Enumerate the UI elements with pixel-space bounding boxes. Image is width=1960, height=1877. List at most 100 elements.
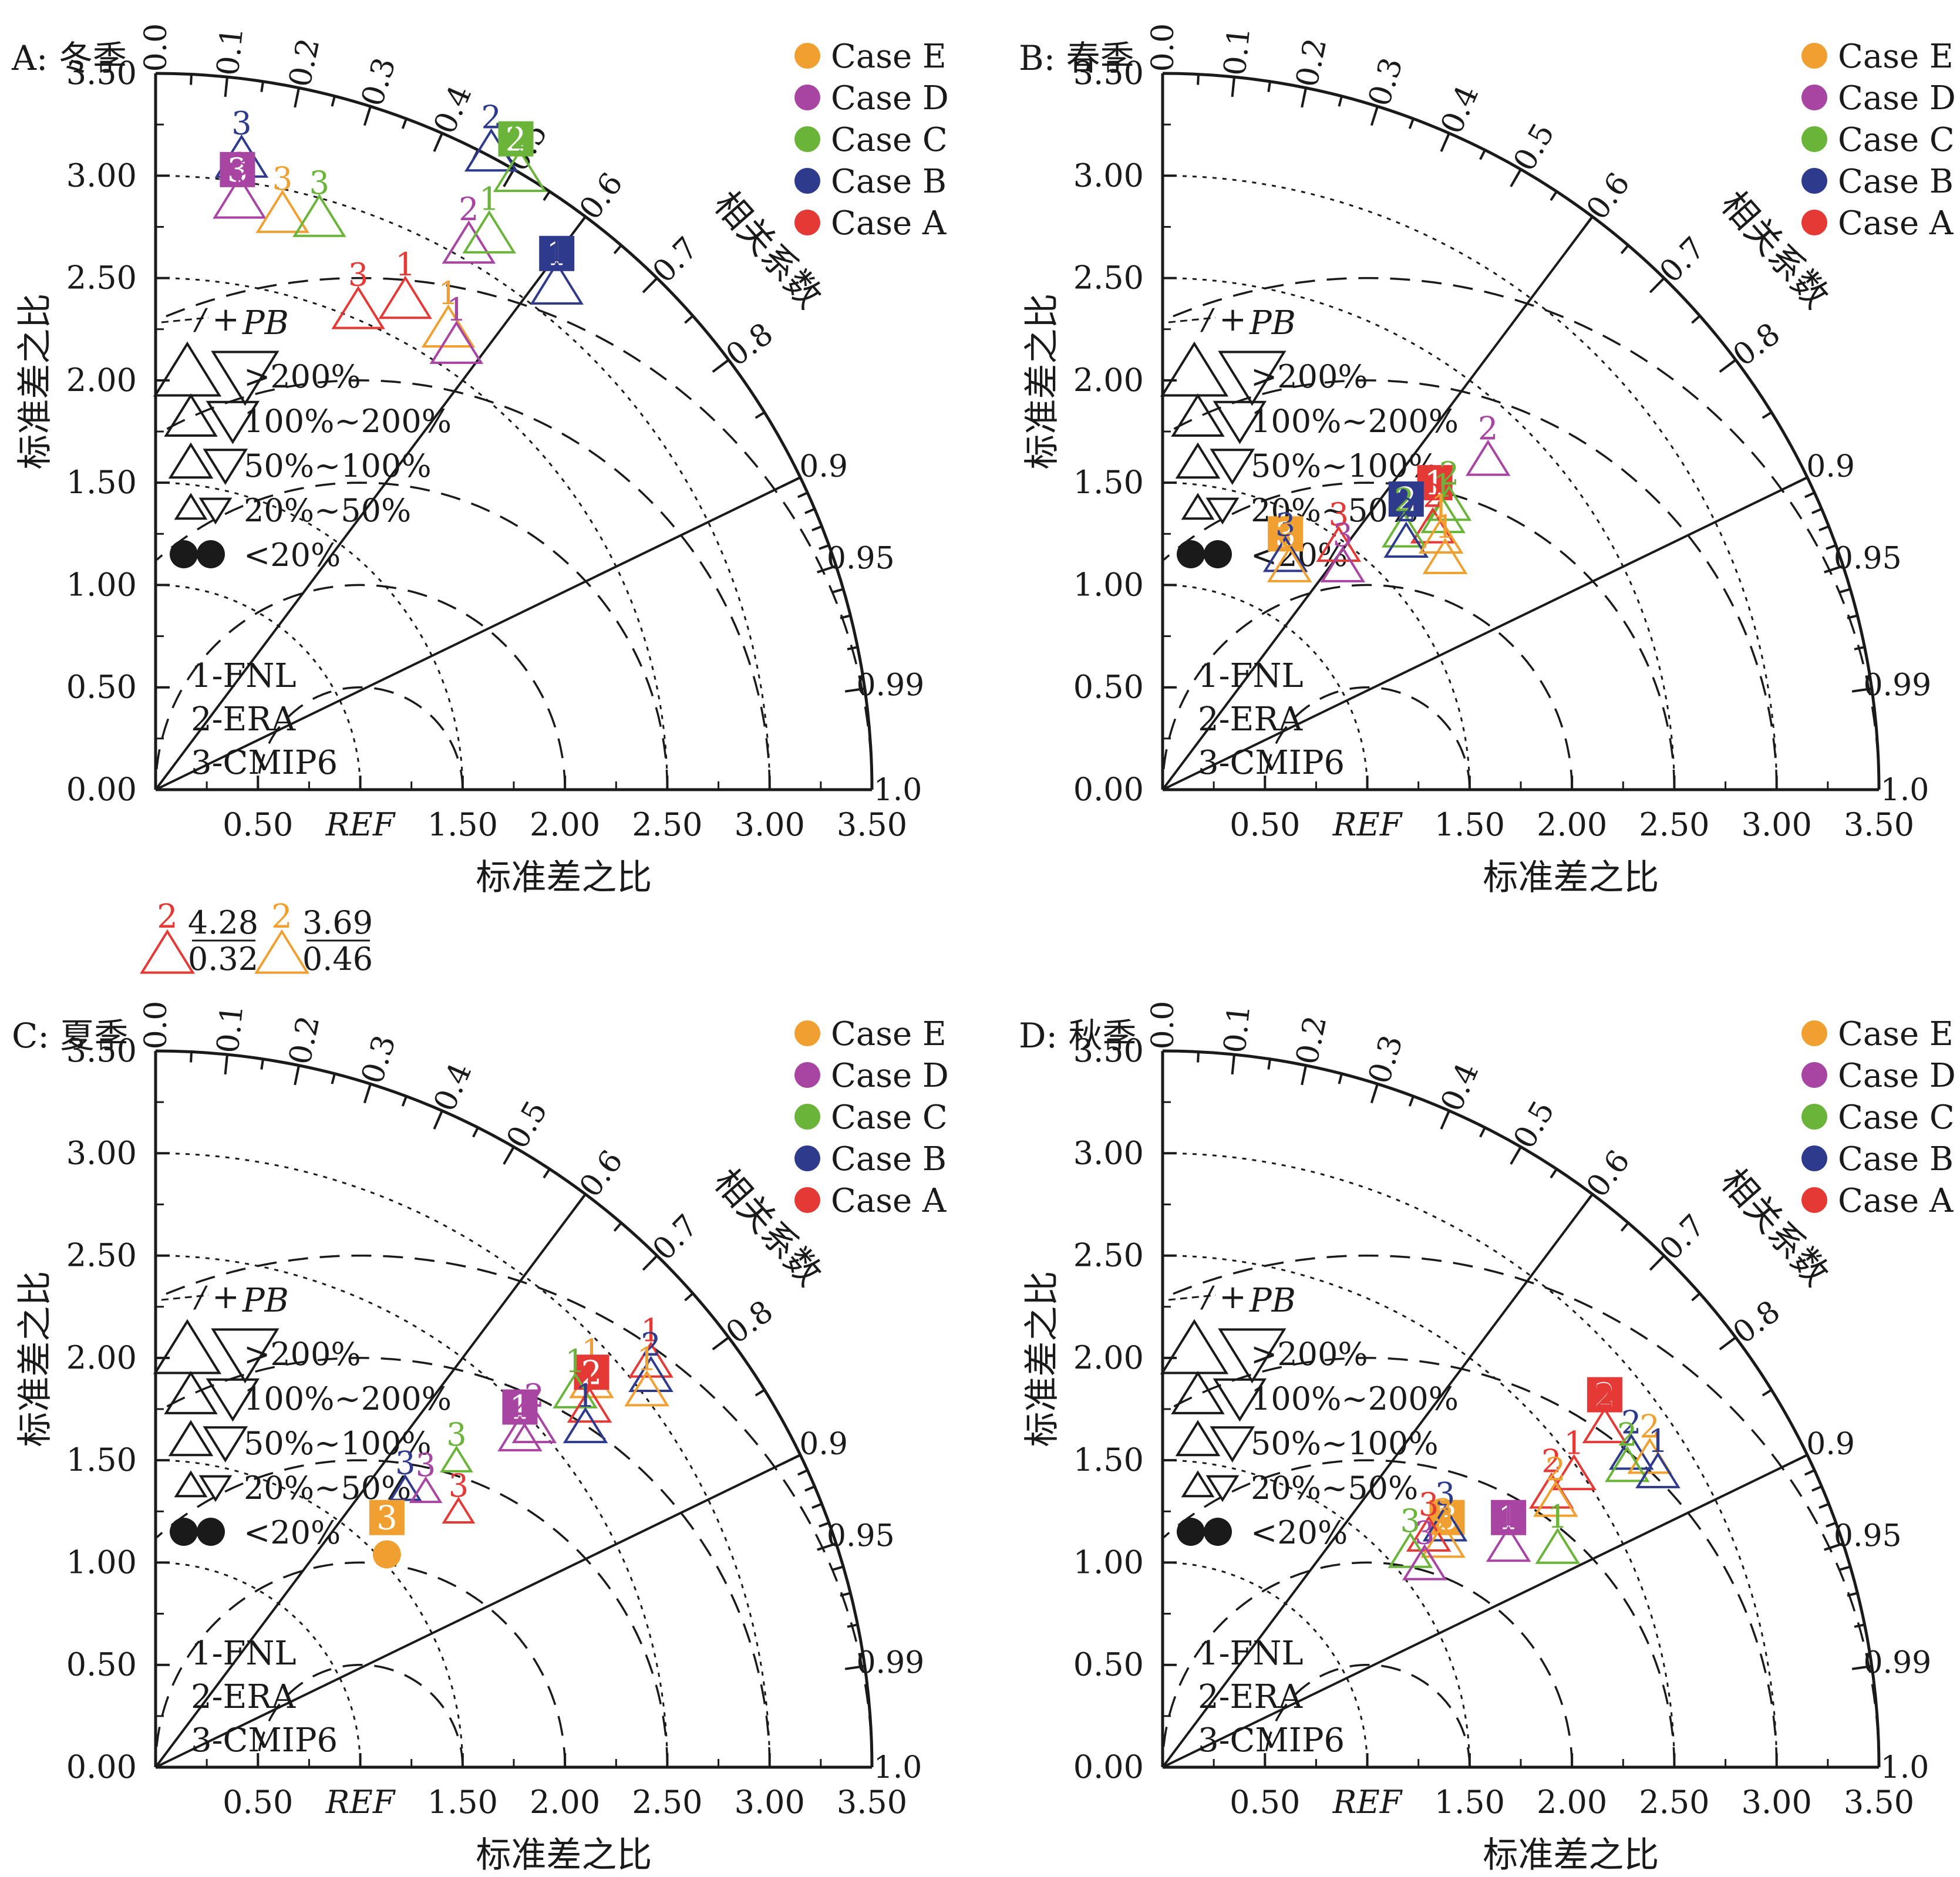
- point-triangle: [1402, 1544, 1447, 1581]
- data-point: 3: [1267, 517, 1312, 582]
- dataset-key-label: 1-FNL: [191, 1635, 297, 1673]
- pb-line-icon: [161, 1294, 209, 1301]
- dataset-key-label: 3-CMIP6: [191, 1721, 338, 1760]
- data-point: 1: [1422, 508, 1468, 574]
- point-label: 2: [510, 1386, 530, 1423]
- corr-major-tick: [294, 1065, 300, 1086]
- corr-tick-label: 0.1: [210, 1003, 250, 1054]
- corr-minor-tick: [1762, 411, 1773, 419]
- point-label: 1: [395, 246, 415, 283]
- pb-line-icon: [1168, 316, 1216, 323]
- corr-major-tick: [1370, 106, 1379, 126]
- x-tick-label: 0.50: [223, 1784, 293, 1821]
- corr-line: [154, 1193, 587, 1768]
- point-label: 1: [565, 1343, 585, 1380]
- point-label: 3: [376, 1499, 398, 1538]
- point-label: 2: [481, 99, 501, 136]
- pb-size-label: 50%~100%: [244, 1425, 432, 1462]
- pb-size-up-icon: [1181, 1470, 1215, 1498]
- pb-size-label: <20%: [1251, 1514, 1348, 1551]
- corr-tick-label: 0.6: [1580, 1144, 1637, 1204]
- corr-line: [1161, 1193, 1594, 1768]
- point-label: 1: [546, 235, 567, 274]
- data-point: 1: [1418, 488, 1464, 554]
- corr-minor-tick: [755, 1389, 766, 1397]
- data-point: 2: [1533, 1451, 1578, 1517]
- data-point: 3: [369, 1499, 405, 1538]
- std-arc: [1162, 481, 1471, 790]
- corr-tick-label: 0.0: [139, 23, 174, 72]
- corr-tick-label: 0.9: [1806, 1427, 1855, 1462]
- y-tick-label: 2.50: [1073, 260, 1144, 296]
- pb-size-up-icon: [168, 1420, 214, 1457]
- pb-size-up-icon: [1175, 1420, 1221, 1457]
- y-tick-label: 3.50: [1073, 55, 1144, 92]
- point-label: 3: [1275, 506, 1295, 543]
- corr-minor-tick: [811, 1502, 823, 1509]
- point-label: 2: [1541, 1443, 1561, 1480]
- legend-label: Case A: [831, 1182, 947, 1220]
- corr-major-tick: [712, 1336, 730, 1350]
- x-tick-label: 1.50: [1434, 1784, 1505, 1821]
- legend-swatch: [794, 1187, 820, 1213]
- corr-minor-tick: [1840, 588, 1851, 594]
- pb-size-down-icon: [1213, 400, 1267, 444]
- point-label: 3: [1400, 1502, 1420, 1539]
- data-point: 3: [1406, 1486, 1452, 1552]
- y-tick-label: 1.00: [1073, 1544, 1144, 1581]
- point-triangle: [378, 275, 433, 319]
- point-label: 3: [1279, 517, 1299, 554]
- legend-swatch: [1801, 210, 1827, 235]
- corr-tick-label: 1.0: [874, 773, 922, 808]
- corr-major-tick: [433, 1110, 443, 1130]
- rmsd-arc: [1161, 1561, 1573, 1767]
- corr-minor-tick: [260, 1059, 264, 1070]
- pb-size-up-icon: [1160, 341, 1229, 397]
- corr-minor-tick: [1550, 190, 1558, 201]
- legend-label: Case E: [831, 38, 947, 76]
- y-tick-label: 0.50: [66, 1646, 137, 1683]
- legend-label: Case A: [831, 204, 947, 242]
- point-square: [1388, 481, 1424, 517]
- corr-minor-tick: [755, 411, 766, 419]
- std-arc: [155, 1561, 362, 1768]
- corr-major-tick: [363, 1083, 372, 1104]
- corr-major-tick: [817, 1542, 837, 1551]
- corr-tick-label: 0.3: [355, 1031, 403, 1088]
- point-label: 3: [446, 1416, 466, 1453]
- point-label: 1: [641, 1312, 661, 1349]
- point-triangle: [1406, 1515, 1452, 1552]
- y-axis-title: 标准差之比: [15, 294, 56, 470]
- point-label: 2: [1439, 455, 1459, 492]
- legend-swatch: [1801, 126, 1827, 152]
- offscale-std: 4.28: [188, 904, 258, 941]
- y-tick-label: 0.00: [66, 1748, 137, 1785]
- dataset-key-label: 3-CMIP6: [1198, 1721, 1345, 1760]
- corr-major-tick: [503, 169, 515, 187]
- pb-size-dot-icon: [170, 1518, 198, 1546]
- data-point: 3: [440, 1416, 473, 1472]
- pb-size-label: 50%~100%: [244, 447, 432, 484]
- corr-minor-tick: [1818, 525, 1830, 532]
- corr-tick-label: 0.3: [1362, 53, 1410, 110]
- corr-tick-label: 0.9: [799, 449, 848, 484]
- panel-title: B: 春季: [1019, 38, 1134, 78]
- dataset-key-label: 1-FNL: [1198, 657, 1304, 695]
- ref-label: REF: [325, 1784, 396, 1821]
- x-tick-label: 2.50: [1639, 1784, 1709, 1821]
- point-label: 1: [637, 1340, 656, 1377]
- point-label: 3: [348, 257, 368, 294]
- data-point: 3: [1388, 1502, 1433, 1568]
- point-triangle: [1535, 1527, 1581, 1564]
- offscale-note: 2 4.280.32 2 3.690.46: [140, 898, 373, 978]
- corr-minor-tick: [543, 190, 551, 201]
- legend-label: Case E: [831, 1015, 947, 1053]
- corr-minor-tick: [1267, 81, 1271, 92]
- y-tick-label: 0.00: [1073, 771, 1144, 808]
- corr-minor-tick: [1479, 149, 1486, 160]
- corr-tick-label: 0.3: [1362, 1031, 1410, 1088]
- point-label: 2: [641, 1326, 661, 1363]
- data-point: 1: [421, 275, 476, 348]
- point-label: 1: [446, 291, 466, 328]
- corr-major-tick: [782, 1454, 801, 1465]
